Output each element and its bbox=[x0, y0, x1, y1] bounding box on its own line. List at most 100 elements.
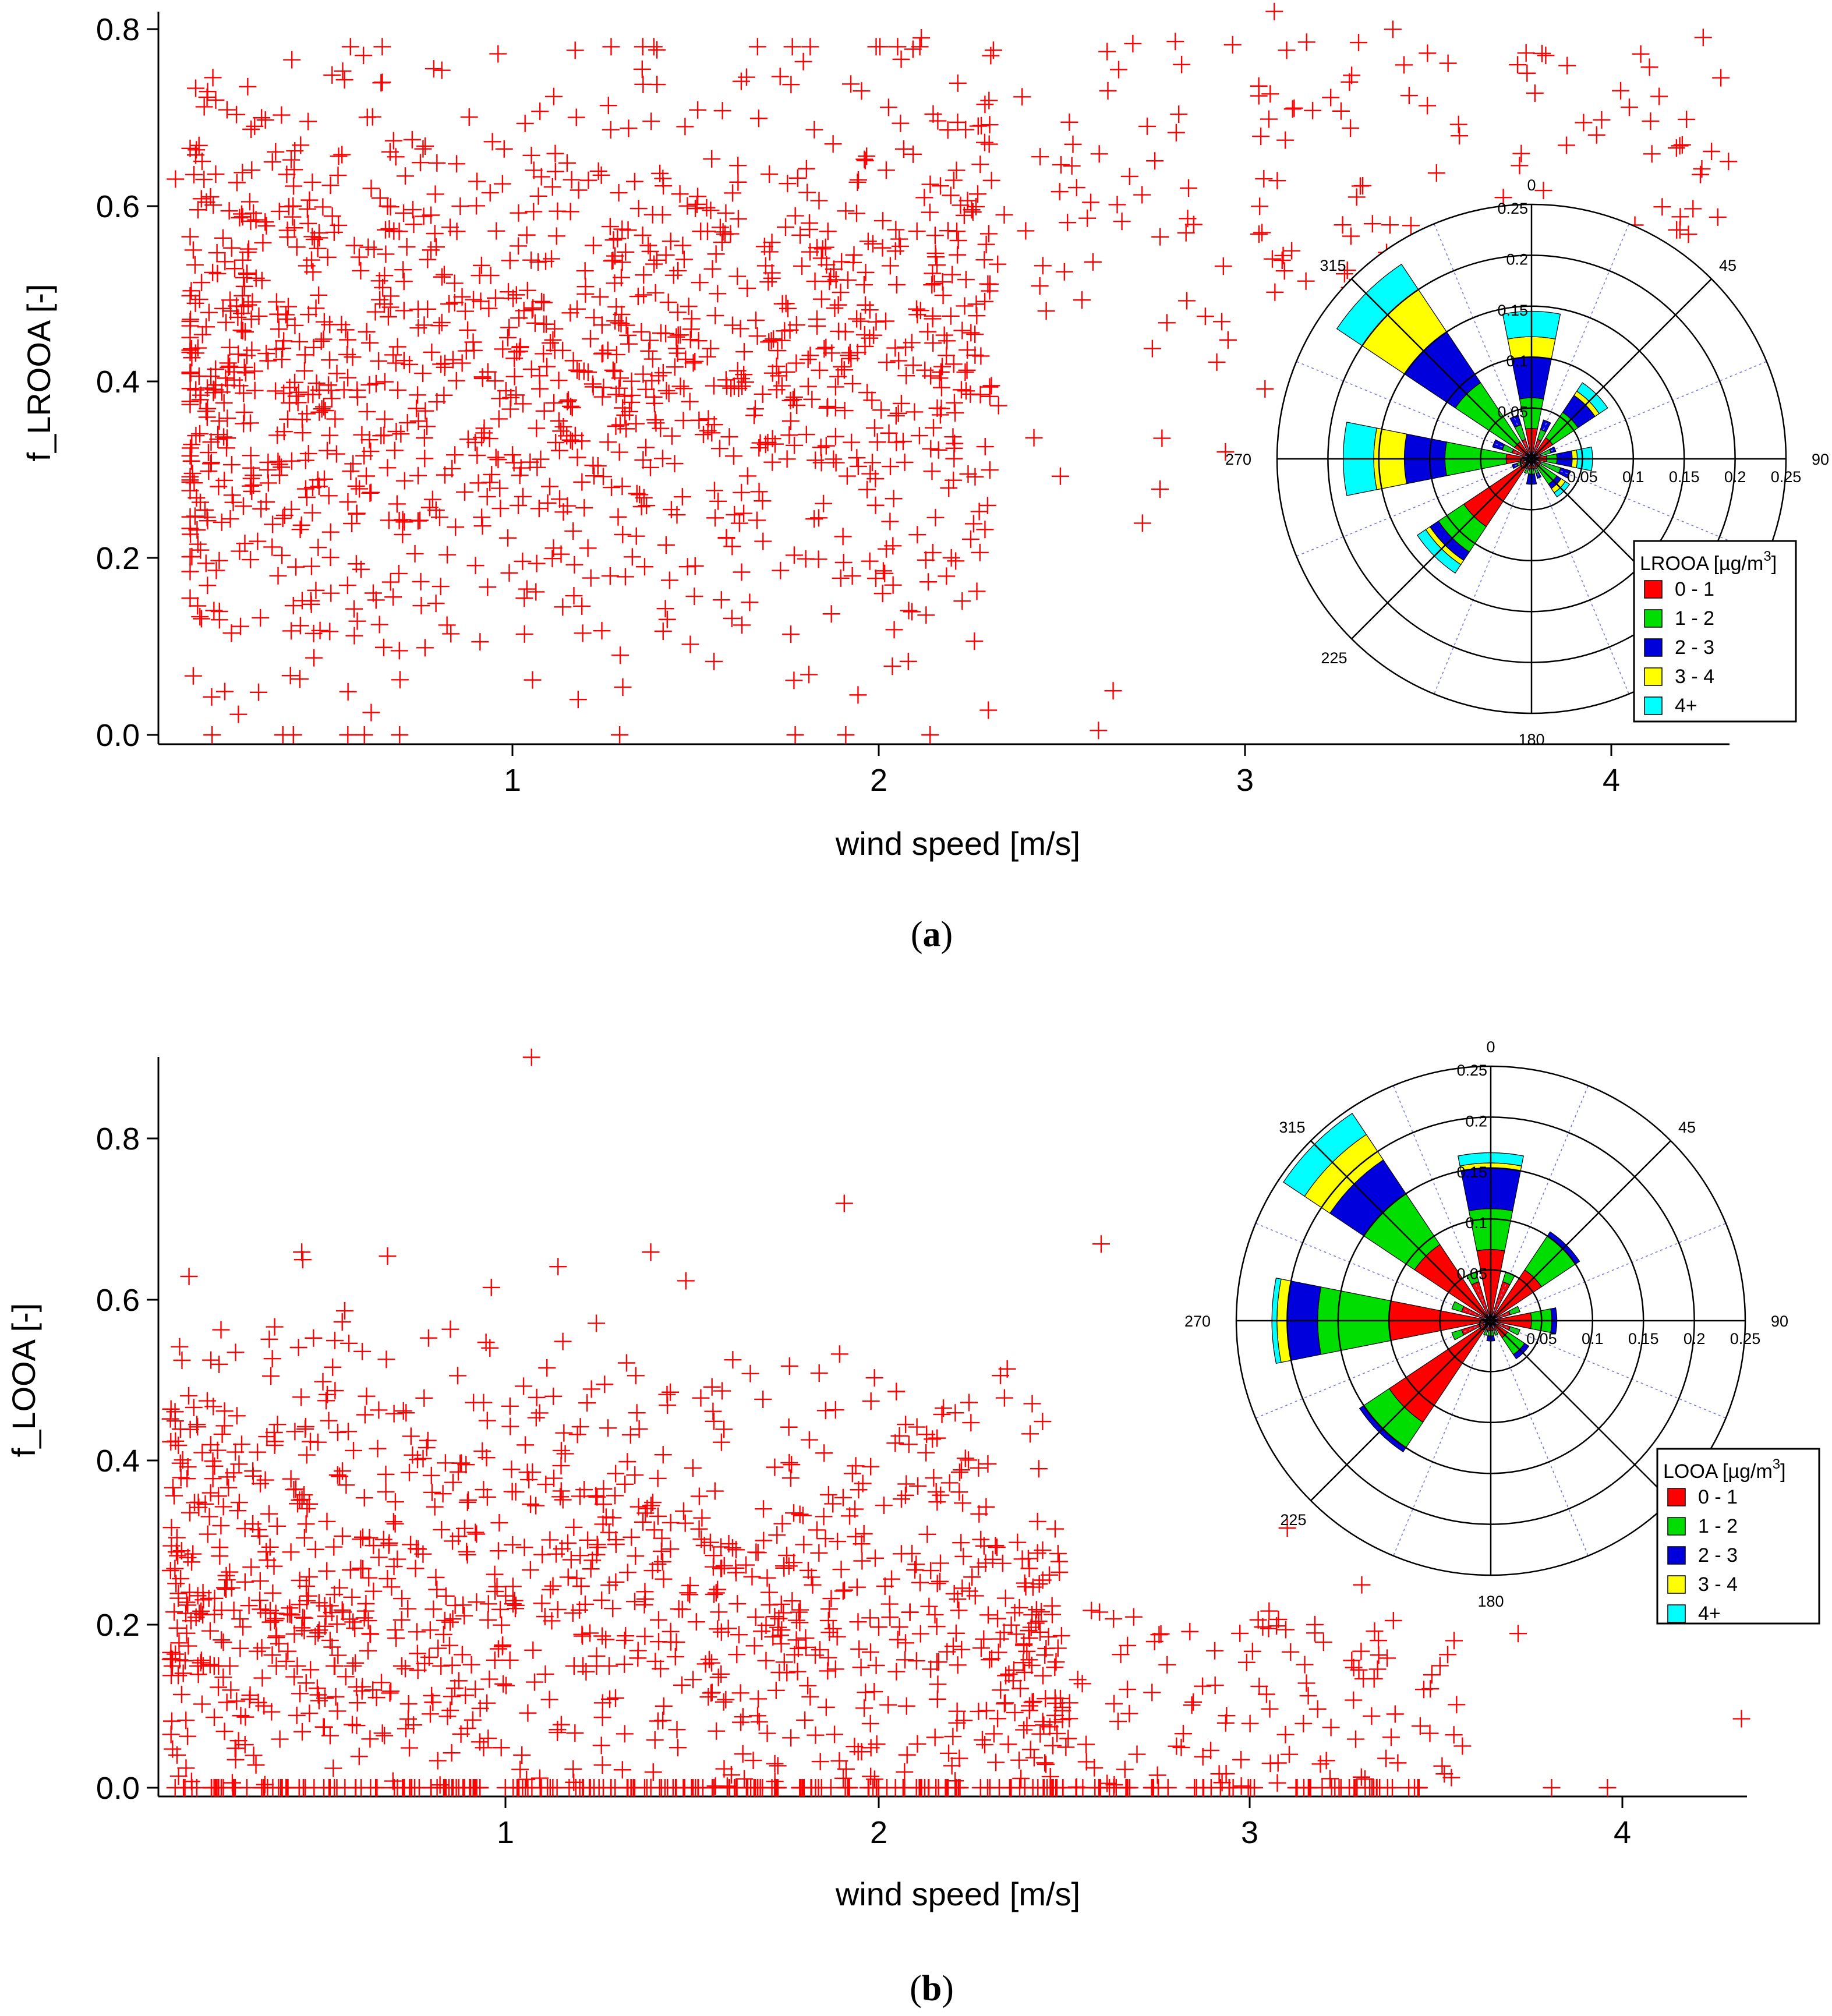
data-point bbox=[855, 276, 873, 294]
data-point bbox=[426, 1498, 444, 1516]
data-point bbox=[643, 350, 662, 368]
data-point bbox=[844, 374, 862, 392]
data-point bbox=[333, 146, 351, 164]
data-point bbox=[478, 1412, 496, 1430]
data-point bbox=[345, 1441, 363, 1459]
data-point bbox=[689, 332, 708, 350]
data-point bbox=[800, 666, 818, 684]
data-point bbox=[561, 304, 579, 322]
data-point bbox=[657, 246, 675, 264]
data-point bbox=[908, 1418, 926, 1436]
data-point bbox=[251, 1572, 269, 1590]
data-point bbox=[1208, 353, 1226, 371]
data-point bbox=[533, 292, 551, 310]
data-point bbox=[715, 1557, 733, 1575]
data-point bbox=[397, 1720, 415, 1738]
windrose-radial-label: 0.2 bbox=[1506, 250, 1528, 268]
data-point bbox=[242, 212, 260, 230]
data-point bbox=[416, 450, 434, 468]
data-point bbox=[414, 1545, 432, 1563]
data-point bbox=[197, 554, 215, 572]
data-point bbox=[876, 1577, 894, 1595]
data-point bbox=[218, 376, 236, 394]
data-point bbox=[681, 331, 699, 349]
data-point bbox=[1448, 1696, 1466, 1714]
x-tick-label: 2 bbox=[870, 763, 887, 798]
data-point bbox=[769, 1757, 787, 1775]
data-point bbox=[480, 430, 498, 448]
data-point bbox=[390, 564, 408, 582]
data-point bbox=[1593, 111, 1611, 129]
data-point bbox=[329, 1646, 347, 1664]
data-point bbox=[321, 426, 339, 444]
data-point bbox=[935, 1399, 953, 1417]
data-point bbox=[468, 446, 486, 464]
data-point bbox=[464, 333, 482, 351]
data-point bbox=[1306, 1615, 1324, 1633]
data-point bbox=[310, 229, 328, 247]
data-point bbox=[1435, 1765, 1453, 1783]
data-point bbox=[182, 452, 200, 470]
data-point bbox=[1090, 145, 1108, 163]
data-point bbox=[192, 493, 210, 511]
windrose-direction-label: 90 bbox=[1771, 1313, 1788, 1330]
data-point bbox=[575, 1481, 593, 1499]
data-point bbox=[203, 1779, 221, 1796]
data-point bbox=[1113, 213, 1131, 231]
data-point bbox=[372, 427, 390, 445]
data-point bbox=[924, 334, 942, 352]
data-point bbox=[791, 1505, 809, 1523]
data-point bbox=[552, 545, 570, 563]
data-point bbox=[339, 682, 357, 701]
data-point bbox=[303, 173, 321, 191]
data-point bbox=[296, 1420, 314, 1438]
data-point bbox=[926, 508, 945, 526]
data-point bbox=[198, 408, 216, 426]
data-point bbox=[966, 326, 984, 344]
data-point bbox=[1278, 41, 1296, 59]
data-point bbox=[769, 342, 787, 360]
data-point bbox=[409, 412, 427, 430]
data-point bbox=[1037, 1755, 1055, 1773]
data-point bbox=[435, 266, 453, 284]
data-point bbox=[183, 464, 201, 482]
data-point bbox=[814, 240, 832, 258]
data-point bbox=[324, 1358, 342, 1376]
data-point bbox=[252, 1474, 270, 1492]
data-point bbox=[479, 578, 497, 596]
data-point bbox=[843, 1465, 861, 1483]
data-point bbox=[673, 1600, 691, 1618]
data-point bbox=[562, 1551, 580, 1569]
data-point bbox=[1377, 1749, 1395, 1767]
data-point bbox=[848, 204, 866, 222]
data-point bbox=[1105, 1610, 1123, 1628]
data-point bbox=[986, 1537, 1005, 1555]
data-point bbox=[1184, 1693, 1203, 1711]
data-point bbox=[599, 341, 617, 359]
data-point bbox=[330, 1579, 348, 1597]
data-point bbox=[641, 331, 659, 349]
data-point bbox=[1354, 1670, 1373, 1688]
data-point bbox=[518, 281, 536, 299]
data-point bbox=[423, 343, 441, 361]
data-point bbox=[406, 1559, 425, 1578]
data-point bbox=[886, 242, 904, 260]
data-point bbox=[642, 1243, 660, 1261]
data-point bbox=[180, 1267, 198, 1285]
data-point bbox=[432, 355, 450, 373]
data-point bbox=[1251, 197, 1269, 215]
data-point bbox=[1018, 1642, 1036, 1660]
data-point bbox=[967, 295, 985, 313]
data-point bbox=[326, 1332, 344, 1350]
data-point bbox=[574, 1657, 592, 1675]
data-point bbox=[579, 1531, 597, 1549]
data-point bbox=[291, 521, 309, 539]
data-point bbox=[965, 632, 984, 650]
data-point bbox=[427, 501, 445, 519]
data-point bbox=[616, 1475, 634, 1493]
data-point bbox=[236, 535, 254, 553]
data-point bbox=[863, 391, 881, 409]
data-point bbox=[928, 1575, 946, 1593]
data-point bbox=[763, 234, 781, 252]
data-point bbox=[619, 221, 637, 239]
